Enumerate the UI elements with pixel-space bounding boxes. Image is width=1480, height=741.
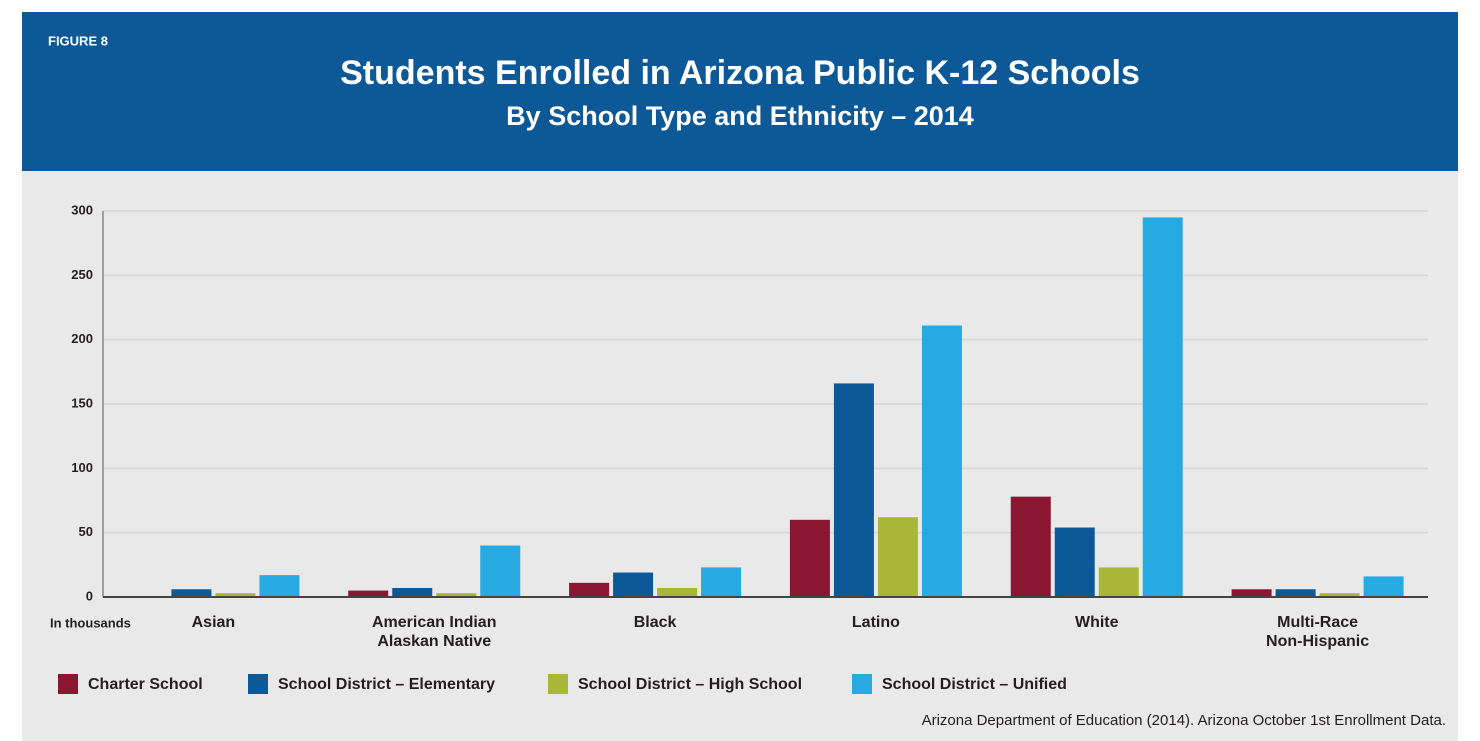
y-tick-label: 100 [71, 460, 93, 475]
bar [348, 590, 389, 597]
bar [1098, 567, 1139, 597]
source-note: Arizona Department of Education (2014). … [922, 712, 1446, 729]
y-tick-label: 0 [86, 588, 93, 603]
y-tick-label: 150 [71, 395, 93, 410]
bar [1231, 589, 1272, 597]
legend-label: School District – Unified [882, 676, 1067, 693]
x-tick-label: Black [633, 614, 677, 631]
plot-background [22, 171, 1458, 741]
chart-title: Students Enrolled in Arizona Public K-12… [340, 54, 1140, 92]
bar [613, 572, 654, 597]
bar [1275, 589, 1316, 597]
bar [436, 593, 477, 597]
y-tick-label: 250 [71, 267, 93, 282]
bar [1319, 593, 1360, 597]
x-tick-label: Multi-Race Non-Hispanic [1266, 614, 1370, 650]
legend-swatch [248, 674, 268, 694]
bar [1363, 576, 1404, 597]
legend-swatch [58, 674, 78, 694]
figure-label: FIGURE 8 [48, 33, 108, 48]
bar [259, 575, 300, 597]
x-tick-label: American Indian Alaskan Native [372, 614, 497, 650]
y-tick-label: 300 [71, 202, 93, 217]
bar [789, 519, 830, 597]
bar [569, 582, 610, 597]
bar [215, 593, 256, 597]
bar [480, 545, 521, 597]
legend-swatch [548, 674, 568, 694]
bar [657, 587, 698, 597]
legend-swatch [852, 674, 872, 694]
x-tick-label: Asian [191, 614, 236, 631]
x-tick-label: Latino [851, 614, 900, 631]
bar [833, 383, 874, 597]
y-axis-note: In thousands [50, 615, 131, 630]
y-tick-label: 50 [79, 524, 93, 539]
legend-label: School District – High School [578, 676, 802, 693]
legend-label: Charter School [88, 676, 203, 693]
bar [1010, 496, 1051, 597]
bar [392, 587, 433, 597]
x-tick-label: White [1074, 614, 1119, 631]
bar [701, 567, 742, 597]
header-band [22, 12, 1458, 171]
y-tick-label: 200 [71, 331, 93, 346]
bar [171, 589, 212, 597]
legend-label: School District – Elementary [278, 676, 495, 693]
bar [921, 325, 962, 597]
bar [877, 517, 918, 597]
bar [1142, 217, 1183, 597]
chart-subtitle: By School Type and Ethnicity – 2014 [506, 101, 974, 131]
bar [1054, 527, 1095, 597]
